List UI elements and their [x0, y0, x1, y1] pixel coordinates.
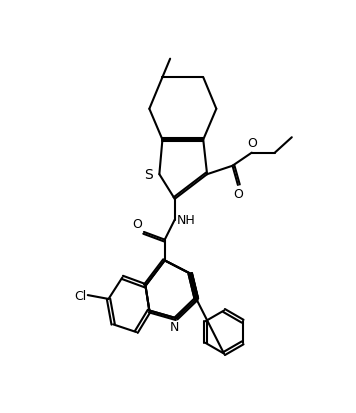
- Text: S: S: [145, 168, 153, 182]
- Text: O: O: [132, 218, 142, 231]
- Text: NH: NH: [176, 214, 195, 227]
- Text: Cl: Cl: [75, 289, 87, 302]
- Text: O: O: [247, 136, 257, 150]
- Text: N: N: [170, 321, 179, 334]
- Text: O: O: [233, 188, 243, 201]
